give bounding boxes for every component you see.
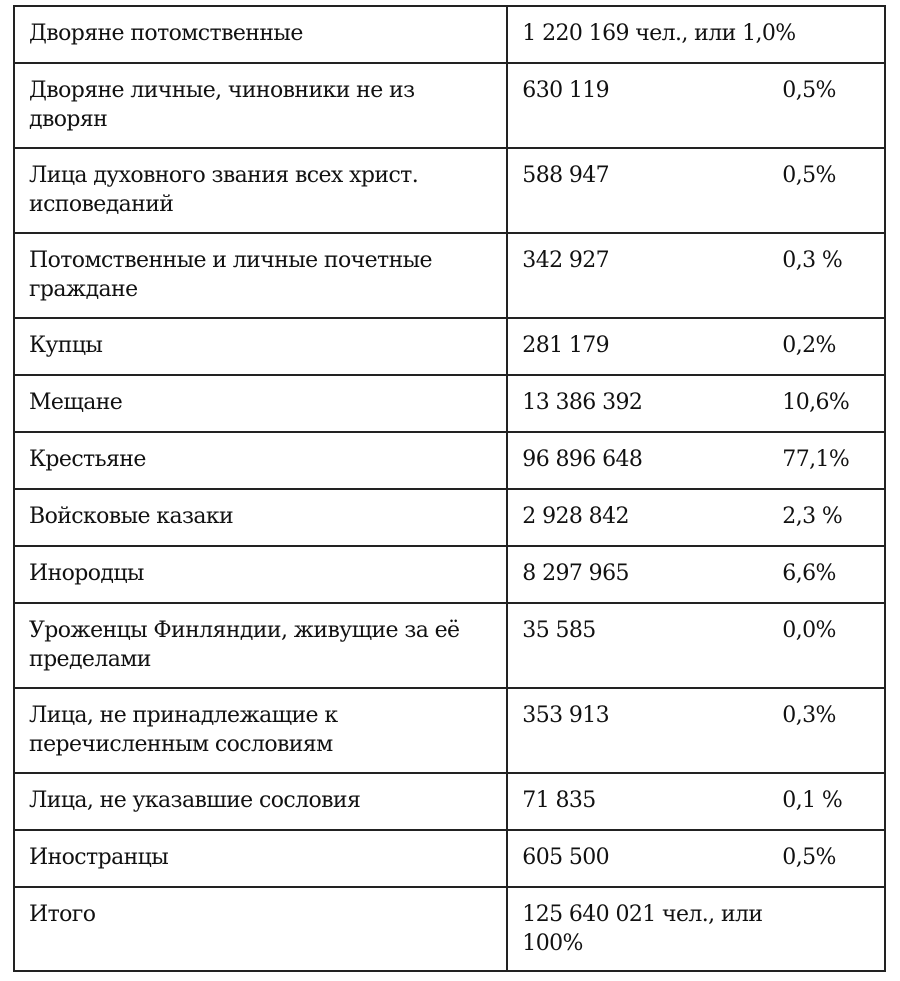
table-row: Лица, не принадлежащие к перечисленным с… bbox=[12, 687, 886, 774]
table-row: Иностранцы 605 500 0,5% bbox=[12, 829, 886, 888]
table-row: Мещане 13 386 392 10,6% bbox=[12, 374, 886, 433]
count-value: 1 220 169 чел., или 1,0% bbox=[522, 21, 796, 46]
total-count-value: 125 640 021 чел., или 100% bbox=[522, 902, 763, 956]
table-row: Потомственные и личные почетные граждане… bbox=[12, 232, 886, 319]
table-row: Лица духовного звания всех христ. испове… bbox=[12, 147, 886, 234]
count-value: 71 835 bbox=[522, 788, 596, 813]
population-by-estate-table: Дворяне потомственные 1 220 169 чел., ил… bbox=[12, 5, 886, 972]
table-row: Крестьяне 96 896 648 77,1% bbox=[12, 431, 886, 490]
percent-value: 2,3 % bbox=[782, 504, 843, 529]
estate-value: 281 179 0,2% bbox=[506, 317, 886, 376]
count-value: 96 896 648 bbox=[522, 447, 643, 472]
percent-value: 0,5% bbox=[782, 845, 836, 870]
total-value: 125 640 021 чел., или 100% bbox=[506, 886, 886, 972]
count-value: 13 386 392 bbox=[522, 390, 643, 415]
count-value: 2 928 842 bbox=[522, 504, 629, 529]
estate-label: Лица, не принадлежащие к перечисленным с… bbox=[12, 687, 509, 774]
table-row: Лица, не указавшие сословия 71 835 0,1 % bbox=[12, 772, 886, 831]
estate-label: Дворяне личные, чиновники не из дворян bbox=[12, 62, 509, 149]
estate-value: 353 913 0,3% bbox=[506, 687, 886, 774]
table-row: Войсковые казаки 2 928 842 2,3 % bbox=[12, 488, 886, 547]
total-label: Итого bbox=[12, 886, 509, 972]
table-row: Купцы 281 179 0,2% bbox=[12, 317, 886, 376]
percent-value: 0,0% bbox=[782, 618, 836, 643]
count-value: 353 913 bbox=[522, 703, 610, 728]
percent-value: 0,2% bbox=[782, 333, 836, 358]
estate-value: 35 585 0,0% bbox=[506, 602, 886, 689]
percent-value: 0,5% bbox=[782, 163, 836, 188]
estate-label: Иностранцы bbox=[12, 829, 509, 888]
estate-value: 1 220 169 чел., или 1,0% bbox=[506, 5, 886, 64]
estate-label: Инородцы bbox=[12, 545, 509, 604]
estate-label: Лица духовного звания всех христ. испове… bbox=[12, 147, 509, 234]
estate-value: 71 835 0,1 % bbox=[506, 772, 886, 831]
table-row: Инородцы 8 297 965 6,6% bbox=[12, 545, 886, 604]
count-value: 605 500 bbox=[522, 845, 610, 870]
estate-value: 588 947 0,5% bbox=[506, 147, 886, 234]
count-value: 35 585 bbox=[522, 618, 596, 643]
estate-value: 96 896 648 77,1% bbox=[506, 431, 886, 490]
estate-label: Дворяне потомственные bbox=[12, 5, 509, 64]
estate-label: Войсковые казаки bbox=[12, 488, 509, 547]
estate-value: 8 297 965 6,6% bbox=[506, 545, 886, 604]
count-value: 281 179 bbox=[522, 333, 610, 358]
table-row: Дворяне потомственные 1 220 169 чел., ил… bbox=[12, 5, 886, 64]
percent-value: 0,3 % bbox=[782, 248, 843, 273]
estate-value: 605 500 0,5% bbox=[506, 829, 886, 888]
estate-label: Купцы bbox=[12, 317, 509, 376]
table-row: Уроженцы Финляндии, живущие за её предел… bbox=[12, 602, 886, 689]
percent-value: 10,6% bbox=[782, 390, 850, 415]
table-row: Дворяне личные, чиновники не из дворян 6… bbox=[12, 62, 886, 149]
count-value: 630 119 bbox=[522, 78, 610, 103]
count-value: 588 947 bbox=[522, 163, 610, 188]
percent-value: 0,1 % bbox=[782, 788, 843, 813]
estate-label: Уроженцы Финляндии, живущие за её предел… bbox=[12, 602, 509, 689]
estate-value: 13 386 392 10,6% bbox=[506, 374, 886, 433]
estate-value: 2 928 842 2,3 % bbox=[506, 488, 886, 547]
count-value: 342 927 bbox=[522, 248, 610, 273]
count-value: 8 297 965 bbox=[522, 561, 629, 586]
estate-label: Крестьяне bbox=[12, 431, 509, 490]
estate-label: Мещане bbox=[12, 374, 509, 433]
percent-value: 6,6% bbox=[782, 561, 836, 586]
percent-value: 77,1% bbox=[782, 447, 850, 472]
estate-value: 342 927 0,3 % bbox=[506, 232, 886, 319]
estate-value: 630 119 0,5% bbox=[506, 62, 886, 149]
percent-value: 0,3% bbox=[782, 703, 836, 728]
table-row-total: Итого 125 640 021 чел., или 100% bbox=[12, 886, 886, 972]
estate-label: Лица, не указавшие сословия bbox=[12, 772, 509, 831]
percent-value: 0,5% bbox=[782, 78, 836, 103]
estate-label: Потомственные и личные почетные граждане bbox=[12, 232, 509, 319]
